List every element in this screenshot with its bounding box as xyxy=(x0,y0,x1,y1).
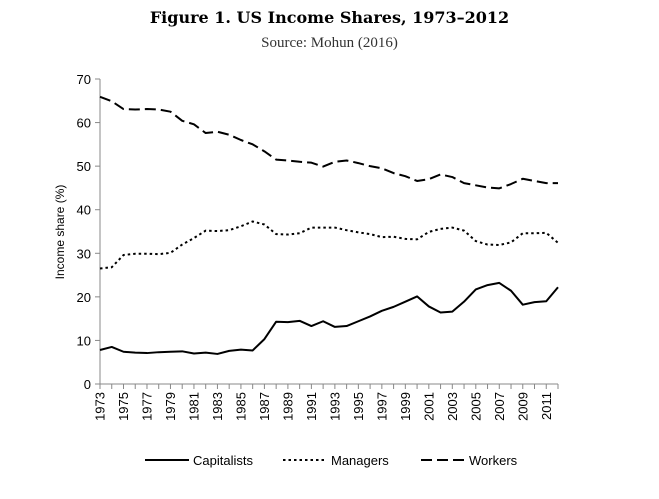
x-tick-label: 1981 xyxy=(186,392,201,421)
series-lines xyxy=(99,95,559,355)
legend-label-capitalists: Capitalists xyxy=(193,453,253,468)
x-tick-label: 1983 xyxy=(210,392,225,421)
x-tick-label: 2007 xyxy=(492,392,507,421)
chart-title: Figure 1. US Income Shares, 1973–2012 xyxy=(149,8,510,27)
y-tick-label: 60 xyxy=(77,116,91,131)
x-tick-label: 1979 xyxy=(163,392,178,421)
x-tick-label: 1995 xyxy=(351,392,366,421)
y-tick-label: 40 xyxy=(77,203,91,218)
x-tick-label: 1989 xyxy=(280,392,295,421)
x-tick-label: 1985 xyxy=(233,392,248,421)
series-line-managers xyxy=(99,220,559,270)
x-tick-label: 1991 xyxy=(304,392,319,421)
y-tick-label: 50 xyxy=(77,159,91,174)
legend-label-workers: Workers xyxy=(469,453,518,468)
series-line-workers xyxy=(99,95,558,190)
x-tick-label: 2009 xyxy=(515,392,530,421)
y-tick-label: 30 xyxy=(77,246,91,261)
y-tick-label: 70 xyxy=(77,72,91,87)
x-tick-label: 2003 xyxy=(445,392,460,421)
series-line-capitalists xyxy=(99,281,559,355)
x-tick-label: 1975 xyxy=(116,392,131,421)
x-tick-label: 1999 xyxy=(398,392,413,421)
x-tick-label: 1973 xyxy=(93,392,108,421)
x-tick-label: 1977 xyxy=(139,392,154,421)
x-tick-label: 2001 xyxy=(421,392,436,421)
x-tick-label: 2005 xyxy=(468,392,483,421)
legend-label-managers: Managers xyxy=(331,453,389,468)
axes: 0 10 20 30 40 50 60 70 1973 1975 1977 1979 1981 1983 1… xyxy=(77,72,559,421)
x-tick-label: 1997 xyxy=(374,392,389,421)
x-tick-label: 1993 xyxy=(327,392,342,421)
y-tick-label: 0 xyxy=(84,377,91,392)
y-tick-label: 20 xyxy=(77,290,91,305)
y-tick-label: 10 xyxy=(77,333,91,348)
y-axis-title: Income share (%) xyxy=(53,185,67,280)
legend: Capitalists Managers Workers xyxy=(145,453,518,468)
x-tick-label: 2011 xyxy=(539,392,554,420)
x-tick-label: 1987 xyxy=(257,392,272,421)
chart-subtitle: Source: Mohun (2016) xyxy=(261,35,398,51)
